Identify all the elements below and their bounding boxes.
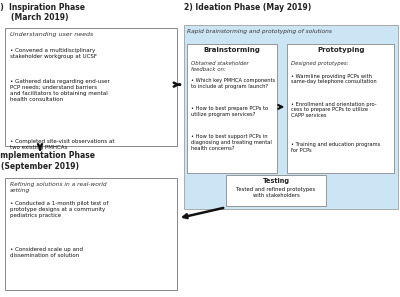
Text: • Conducted a 1-month pilot test of
prototype designs at a community
pediatrics : • Conducted a 1-month pilot test of prot…: [10, 201, 108, 218]
Text: Testing: Testing: [262, 178, 290, 184]
Text: 1)  Inspiration Phase
(March 2019): 1) Inspiration Phase (March 2019): [0, 3, 85, 22]
Text: • How to best support PCPs in
diagnosing and treating mental
health concerns?: • How to best support PCPs in diagnosing…: [191, 134, 272, 151]
Text: • How to best prepare PCPs to
utilize program services?: • How to best prepare PCPs to utilize pr…: [191, 106, 268, 117]
Text: Designed prototypes:: Designed prototypes:: [291, 61, 348, 66]
Text: Rapid brainstorming and prototyping of solutions: Rapid brainstorming and prototyping of s…: [187, 29, 332, 34]
Text: • Enrollment and orientation pro-
cess to prepare PCPs to utilize
CAPP services: • Enrollment and orientation pro- cess t…: [291, 102, 377, 118]
FancyBboxPatch shape: [226, 175, 326, 206]
Text: Prototyping: Prototyping: [317, 47, 364, 53]
FancyBboxPatch shape: [5, 178, 177, 290]
Text: • Training and education programs
for PCPs: • Training and education programs for PC…: [291, 142, 380, 153]
Text: • Completed site-visit observations at
two existing PMHCAs: • Completed site-visit observations at t…: [10, 139, 114, 150]
Text: Tested and refined prototypes
with stakeholders: Tested and refined prototypes with stake…: [236, 187, 316, 198]
Text: • Considered scale up and
dissemination of solution: • Considered scale up and dissemination …: [10, 247, 82, 258]
Text: • Warmline providing PCPs with
same-day telephone consultation: • Warmline providing PCPs with same-day …: [291, 74, 377, 84]
FancyBboxPatch shape: [5, 28, 177, 146]
Text: • Convened a multidisciplinary
stakeholder workgroup at UCSF: • Convened a multidisciplinary stakehold…: [10, 48, 97, 59]
FancyBboxPatch shape: [287, 44, 394, 173]
Text: • Gathered data regarding end-user
PCP needs; understand barriers
and facilitato: • Gathered data regarding end-user PCP n…: [10, 79, 109, 102]
FancyBboxPatch shape: [187, 44, 277, 173]
Text: Understanding user needs: Understanding user needs: [10, 32, 93, 37]
Text: 2) Ideation Phase (May 2019): 2) Ideation Phase (May 2019): [184, 3, 311, 12]
Text: 3) Implementation Phase
(September 2019): 3) Implementation Phase (September 2019): [0, 151, 94, 171]
Text: Brainstorming: Brainstorming: [204, 47, 261, 53]
Text: • Which key PMHCA components
to include at program launch?: • Which key PMHCA components to include …: [191, 78, 275, 89]
FancyBboxPatch shape: [184, 25, 398, 209]
Text: Refining solutions in a real-world
setting: Refining solutions in a real-world setti…: [10, 182, 106, 193]
Text: Obtained stakeholder
feedback on:: Obtained stakeholder feedback on:: [191, 61, 249, 72]
